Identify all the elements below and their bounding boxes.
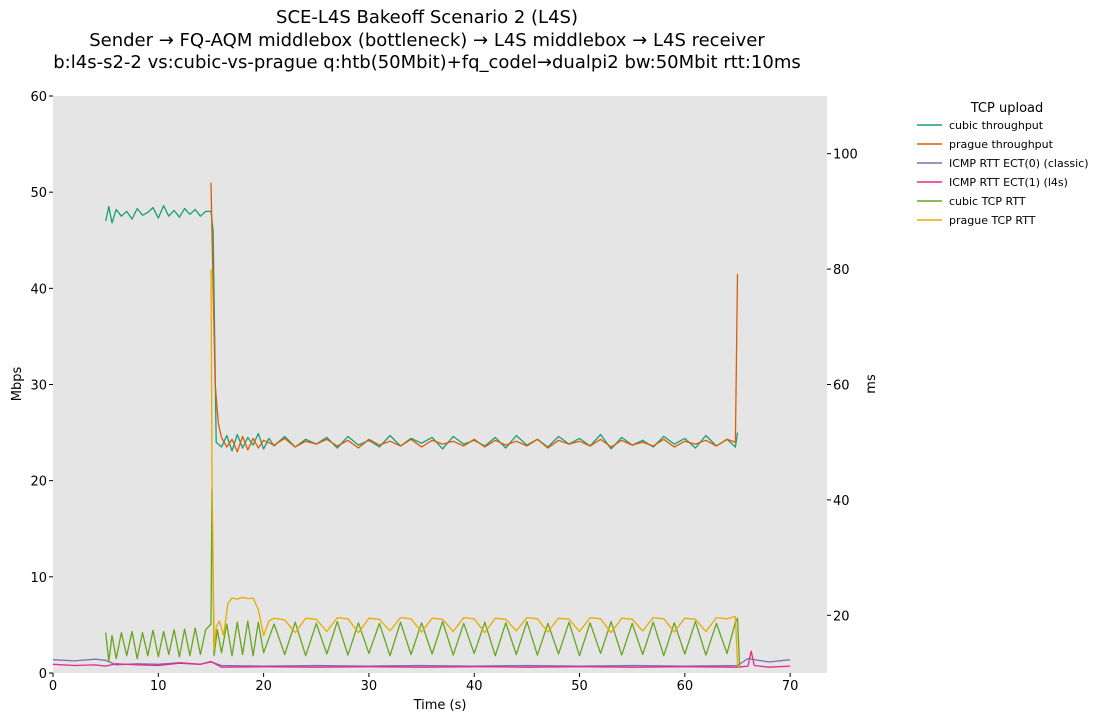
right-axis: 20 40 60 80 100: [827, 148, 858, 624]
legend-entry-prague-tcp-rtt: prague TCP RTT: [949, 214, 1036, 227]
legend-entry-icmp-rtt-ect-0-classic: ICMP RTT ECT(0) (classic): [949, 157, 1089, 170]
right-tick-label: 100: [833, 148, 858, 163]
chart-subtitle-line-2: b:l4s-s2-2 vs:cubic-vs-prague q:htb(50Mb…: [53, 52, 800, 73]
x-tick-label: 70: [782, 679, 799, 694]
x-axis-label: Time (s): [413, 698, 467, 713]
legend-title: TCP upload: [970, 101, 1044, 116]
left-tick-label: 10: [30, 571, 47, 586]
x-tick-label: 20: [255, 679, 272, 694]
right-tick-label: 20: [833, 609, 850, 624]
series-line-icmp-rtt-ect-1-l4s: [52, 650, 791, 668]
left-axis-label: Mbps: [10, 367, 25, 402]
right-tick-label: 40: [833, 494, 850, 509]
legend-entry-cubic-throughput: cubic throughput: [949, 119, 1044, 132]
x-tick-label: 0: [49, 679, 57, 694]
series-line-cubic-tcp-rtt: [105, 487, 741, 667]
legend-entry-prague-throughput: prague throughput: [949, 138, 1054, 151]
right-tick-label: 60: [833, 379, 850, 394]
series-layer: [52, 182, 791, 668]
left-tick-label: 60: [30, 90, 47, 105]
x-tick-label: 30: [361, 679, 378, 694]
legend: TCP upload cubic throughput prague throug…: [917, 101, 1089, 227]
chart-subtitle-line-1: Sender → FQ-AQM middlebox (bottleneck) →…: [89, 30, 765, 51]
left-axis: 0 10 20 30 40 50 60: [30, 90, 53, 682]
x-tick-label: 50: [571, 679, 588, 694]
right-tick-label: 80: [833, 263, 850, 278]
left-tick-label: 50: [30, 186, 47, 201]
x-tick-label: 10: [150, 679, 167, 694]
left-tick-label: 30: [30, 379, 47, 394]
series-line-prague-tcp-rtt: [210, 269, 741, 668]
plot-area: [53, 96, 827, 673]
x-tick-label: 60: [677, 679, 694, 694]
legend-entry-icmp-rtt-ect-1-l4s: ICMP RTT ECT(1) (l4s): [949, 176, 1068, 189]
right-axis-label: ms: [864, 374, 879, 394]
left-tick-label: 40: [30, 282, 47, 297]
series-line-prague-throughput: [210, 182, 739, 453]
legend-entry-cubic-tcp-rtt: cubic TCP RTT: [949, 195, 1026, 208]
x-axis: 0 10 20 30 40 50 60 70: [49, 673, 799, 694]
left-tick-label: 20: [30, 475, 47, 490]
chart-title: SCE-L4S Bakeoff Scenario 2 (L4S): [276, 7, 578, 28]
left-tick-label: 0: [39, 667, 47, 682]
x-tick-label: 40: [466, 679, 483, 694]
